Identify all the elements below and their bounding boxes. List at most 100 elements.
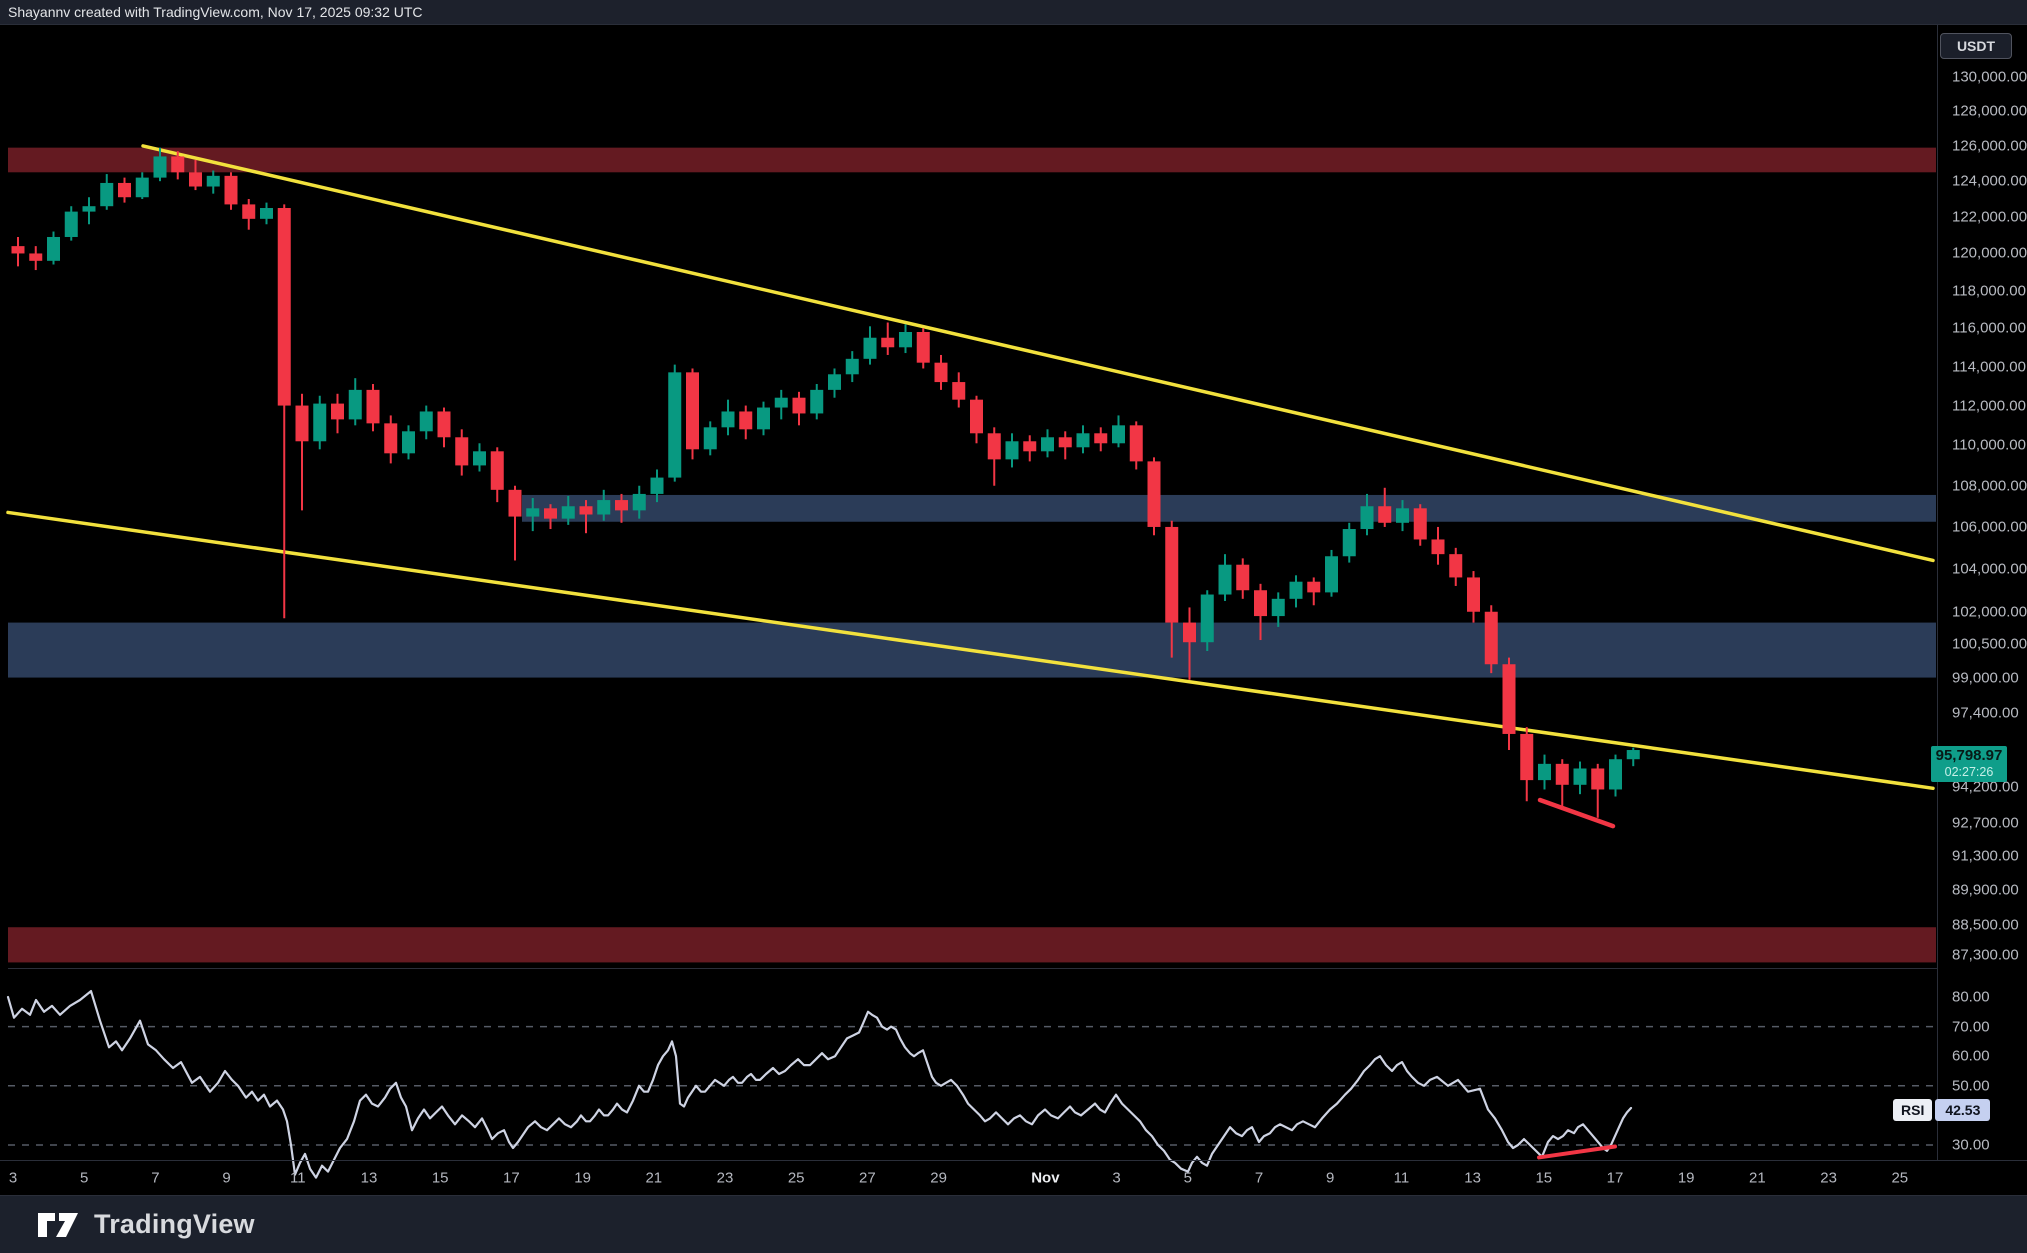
candle-body xyxy=(579,506,593,515)
rsi-line xyxy=(6,989,1633,1179)
date-axis-label: 9 xyxy=(222,1169,231,1187)
price-axis-label: 108,000.00 xyxy=(1952,477,2027,495)
candle-body xyxy=(1520,733,1534,781)
candle-body xyxy=(597,500,611,515)
price-axis-label: 106,000.00 xyxy=(1952,518,2027,536)
rsi-gridlines xyxy=(8,1025,1936,1146)
candle-body xyxy=(739,411,753,430)
candle-body xyxy=(632,493,646,511)
date-axis-label: 5 xyxy=(1183,1169,1192,1187)
rsi-value: 42.53 xyxy=(1935,1099,1991,1121)
candle-body xyxy=(11,246,25,254)
candle-body xyxy=(650,477,664,494)
date-axis-label: 3 xyxy=(1112,1169,1121,1187)
price-axis-label: 120,000.00 xyxy=(1952,244,2027,262)
bottom-bar: TradingView xyxy=(0,1195,2027,1253)
candle-body xyxy=(1467,577,1480,612)
candle-body xyxy=(260,208,273,219)
candle-body xyxy=(987,433,1001,460)
lower-channel-yellow[interactable] xyxy=(6,510,1935,791)
candle-body xyxy=(1023,441,1037,452)
candle-body xyxy=(47,236,60,261)
quote-currency-button[interactable]: USDT xyxy=(1940,33,2012,59)
candle-body xyxy=(1502,664,1516,734)
candle-body xyxy=(615,500,628,511)
attribution-bar: Shayannv created with TradingView.com, N… xyxy=(0,0,2027,25)
price-axis-label: 126,000.00 xyxy=(1952,137,2027,155)
candle-body xyxy=(490,451,504,490)
candle-body xyxy=(366,389,380,424)
price-red-trendline[interactable] xyxy=(1537,797,1616,829)
candle-body xyxy=(508,489,522,517)
candle-body xyxy=(1165,526,1179,623)
candle-body xyxy=(1626,750,1640,760)
date-axis-label: 11 xyxy=(290,1169,306,1187)
candle-body xyxy=(1378,506,1392,523)
candle-body xyxy=(1200,594,1214,643)
candle-body xyxy=(526,508,540,517)
date-axis-label: 9 xyxy=(1326,1169,1335,1187)
date-axis-label: 25 xyxy=(787,1169,805,1187)
date-axis-label: 7 xyxy=(151,1169,160,1187)
price-axis-label: 88,500.00 xyxy=(1952,916,2019,934)
candle-body xyxy=(1431,539,1445,555)
candle-body xyxy=(295,405,309,442)
candle-body xyxy=(668,372,682,478)
price-axis[interactable]: 130,000.00 128,000.00 126,000.00 124,000.00… xyxy=(1938,24,2027,1160)
candle-body xyxy=(1112,425,1125,444)
candle-body xyxy=(1094,433,1108,444)
candle-body xyxy=(774,397,788,408)
rsi-red-trendline[interactable] xyxy=(1537,1144,1617,1160)
rsi-badge: RSI 42.53 xyxy=(1893,1099,1991,1121)
date-axis-label: 21 xyxy=(645,1169,663,1187)
candle-body xyxy=(171,156,185,173)
price-axis-label: 99,000.00 xyxy=(1952,669,2019,687)
trendlines-layer[interactable] xyxy=(6,144,1935,829)
date-axis-label: 17 xyxy=(503,1169,520,1187)
candle-body xyxy=(881,337,895,348)
candle-body xyxy=(828,374,841,390)
price-axis-label: 89,900.00 xyxy=(1952,881,2019,899)
price-axis-label: 128,000.00 xyxy=(1952,102,2027,120)
candle-body xyxy=(544,508,557,519)
date-axis-label: 15 xyxy=(1535,1169,1553,1187)
candle-body xyxy=(721,411,735,428)
zone-resistance-upper xyxy=(8,147,1936,173)
candle-body xyxy=(561,506,575,519)
candle-body xyxy=(1236,564,1250,591)
candle-body xyxy=(29,253,43,261)
date-axis-label: 21 xyxy=(1749,1169,1766,1187)
candle-body xyxy=(437,411,451,438)
rsi-axis-label: 50.00 xyxy=(1952,1077,1990,1095)
candle-body xyxy=(82,206,96,212)
candle-body xyxy=(206,175,220,187)
candle-body xyxy=(899,332,912,348)
candle-body xyxy=(686,372,699,450)
price-axis-label: 97,400.00 xyxy=(1952,704,2019,722)
candle-body xyxy=(313,403,327,442)
candle-body xyxy=(64,211,78,237)
candle-body xyxy=(153,156,167,178)
tradingview-logo[interactable]: TradingView xyxy=(36,1209,255,1241)
candle-body xyxy=(916,332,930,363)
candle-body xyxy=(118,182,131,198)
price-axis-label: 92,700.00 xyxy=(1952,814,2019,832)
candle-body xyxy=(1076,433,1090,448)
date-axis-label: 23 xyxy=(1820,1169,1837,1187)
rsi-axis-label: 80.00 xyxy=(1952,988,1990,1006)
candle-body xyxy=(703,427,717,450)
date-axis[interactable]: 3 5 7 9 11 13 15 17 19 21 23 25 27 29 Nov 3 5 7 9 11 13 15 17 1… xyxy=(0,1161,2027,1195)
candle-body xyxy=(419,411,433,432)
date-axis-label: 19 xyxy=(1677,1169,1695,1187)
upper-channel-yellow[interactable] xyxy=(141,144,1935,563)
candle-body xyxy=(473,451,486,466)
last-price-badge: 95,798.97 02:27:26 xyxy=(1931,746,2007,782)
candle-body xyxy=(384,423,398,454)
date-axis-label: 13 xyxy=(360,1169,378,1187)
candle-body xyxy=(952,382,966,400)
candle-body xyxy=(1041,437,1054,452)
rsi-axis-label: 70.00 xyxy=(1952,1018,1990,1036)
date-axis-label: 13 xyxy=(1464,1169,1481,1187)
candle-body xyxy=(100,182,114,207)
